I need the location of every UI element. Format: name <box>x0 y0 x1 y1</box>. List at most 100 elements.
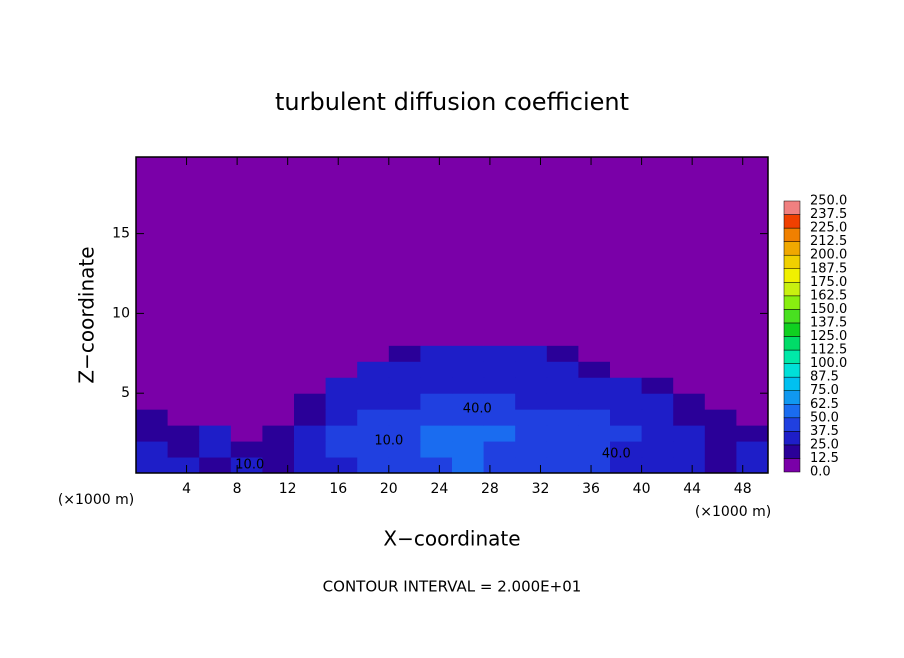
colorbar-label: 112.5 <box>810 343 847 358</box>
colorbar-label: 12.5 <box>810 451 839 466</box>
heatmap-cell <box>136 361 169 378</box>
heatmap-cell <box>167 409 200 426</box>
heatmap-cell <box>610 377 643 394</box>
colorbar-swatch <box>783 458 801 473</box>
heatmap-cell <box>704 393 737 410</box>
heatmap-cell <box>515 345 548 362</box>
heatmap-cell <box>262 361 295 378</box>
x-tick-label: 20 <box>380 481 398 497</box>
heatmap-cell <box>736 425 769 442</box>
heatmap-cell <box>704 361 737 378</box>
heatmap-cell <box>578 409 611 426</box>
x-tick-label: 16 <box>329 481 347 497</box>
colorbar-swatch <box>783 336 801 351</box>
heatmap-cell <box>230 361 263 378</box>
heatmap-cell <box>515 441 548 458</box>
heatmap-cell <box>483 329 516 346</box>
heatmap-cell <box>294 329 327 346</box>
x-tick-label: 32 <box>532 481 550 497</box>
heatmap-cell <box>673 329 706 346</box>
heatmap-cell <box>452 425 485 442</box>
heatmap-cell <box>357 345 390 362</box>
heatmap-cell <box>483 425 516 442</box>
heatmap-cell <box>452 329 485 346</box>
heatmap-cell <box>325 393 358 410</box>
colorbar-swatch <box>783 390 801 405</box>
heatmap-cell <box>641 457 674 474</box>
heatmap-cell <box>546 425 579 442</box>
heatmap-cell <box>546 329 579 346</box>
x-tick-label: 36 <box>582 481 600 497</box>
heatmap-cell <box>357 393 390 410</box>
heatmap-cell <box>167 377 200 394</box>
colorbar-label: 200.0 <box>810 248 847 263</box>
colorbar-swatch <box>783 200 801 215</box>
heatmap-cell <box>230 393 263 410</box>
heatmap-cell <box>199 425 232 442</box>
x-tick-label: 48 <box>734 481 752 497</box>
heatmap-cell <box>736 393 769 410</box>
heatmap-cell <box>610 441 643 458</box>
heatmap-cell <box>294 377 327 394</box>
heatmap-cell <box>641 441 674 458</box>
heatmap-cell <box>704 377 737 394</box>
heatmap-cell <box>546 361 579 378</box>
x-tick-label: 4 <box>182 481 191 497</box>
heatmap-cell <box>673 425 706 442</box>
x-tick-label: 40 <box>633 481 651 497</box>
heatmap-cell <box>230 377 263 394</box>
heatmap-cell <box>325 409 358 426</box>
colorbar-swatch <box>783 431 801 446</box>
heatmap-cell <box>610 393 643 410</box>
heatmap-cell <box>136 441 169 458</box>
heatmap-cell <box>230 345 263 362</box>
heatmap-cell <box>736 409 769 426</box>
heatmap-cell <box>704 329 737 346</box>
heatmap-cell <box>262 425 295 442</box>
heatmap-cell <box>167 441 200 458</box>
heatmap-cell <box>515 425 548 442</box>
heatmap-cell <box>610 425 643 442</box>
heatmap-cell <box>294 361 327 378</box>
heatmap-cell <box>673 377 706 394</box>
colorbar-swatch <box>783 349 801 364</box>
heatmap-cell <box>262 345 295 362</box>
heatmap-cell <box>736 345 769 362</box>
heatmap-cell <box>483 409 516 426</box>
heatmap-cell <box>388 329 421 346</box>
heatmap-cell <box>230 457 263 474</box>
heatmap-cell <box>546 409 579 426</box>
heatmap-cell <box>736 329 769 346</box>
heatmap-cell <box>610 409 643 426</box>
heatmap-cell <box>704 409 737 426</box>
heatmap-cell <box>736 457 769 474</box>
heatmap-cell <box>262 441 295 458</box>
heatmap-cell <box>578 361 611 378</box>
heatmap-cell <box>420 425 453 442</box>
heatmap-cell <box>641 409 674 426</box>
colorbar-swatch <box>783 254 801 269</box>
contour-label: 10.0 <box>235 458 264 473</box>
heatmap-cell <box>546 345 579 362</box>
heatmap-cell <box>294 393 327 410</box>
colorbar-label: 125.0 <box>810 329 847 344</box>
heatmap-cell <box>357 361 390 378</box>
heatmap-cell <box>736 361 769 378</box>
heatmap-cell <box>483 361 516 378</box>
heatmap-cell <box>704 457 737 474</box>
heatmap-cell <box>483 457 516 474</box>
heatmap-cell <box>357 329 390 346</box>
heatmap-cell <box>325 361 358 378</box>
heatmap-cell <box>357 441 390 458</box>
heatmap-cell <box>452 441 485 458</box>
heatmap-cell <box>452 345 485 362</box>
heatmap-cell <box>199 377 232 394</box>
x-tick-label: 44 <box>683 481 701 497</box>
chart-title: turbulent diffusion coefficient <box>275 88 629 116</box>
heatmap-cell <box>136 393 169 410</box>
heatmap-cell <box>388 377 421 394</box>
heatmap-cell <box>325 377 358 394</box>
heatmap-cell <box>199 409 232 426</box>
heatmap-cell <box>546 377 579 394</box>
x-tick-label: 8 <box>233 481 242 497</box>
